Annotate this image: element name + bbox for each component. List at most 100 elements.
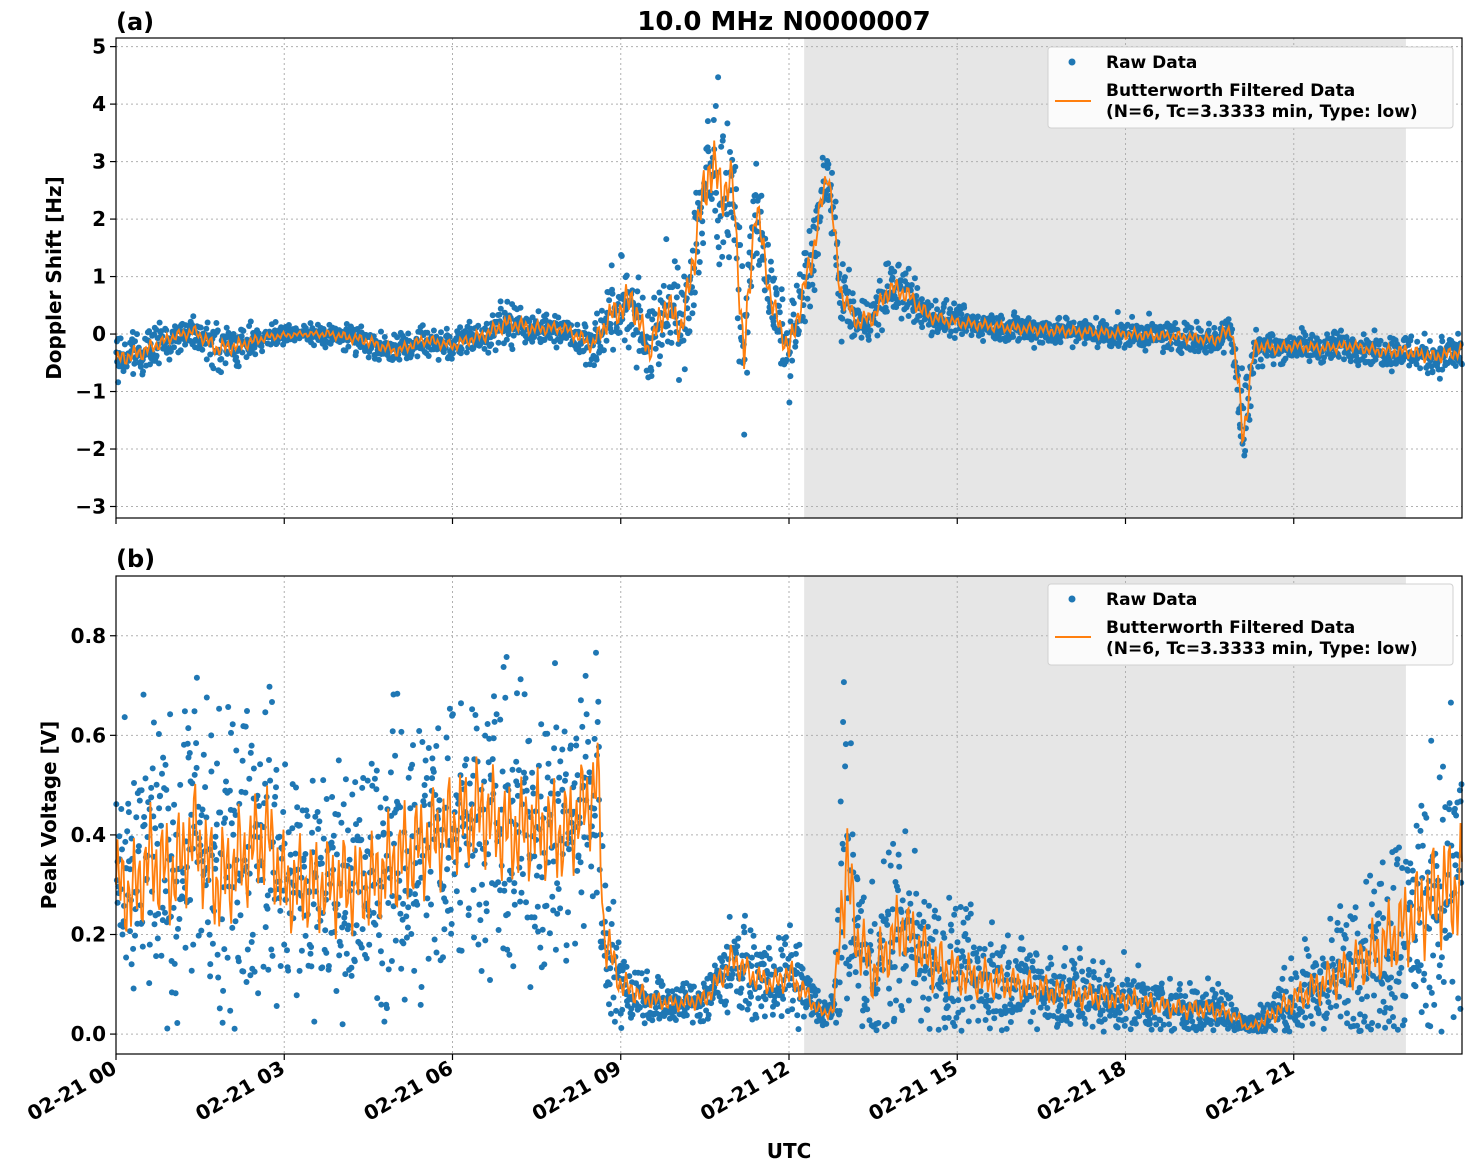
raw-data-point <box>708 196 715 202</box>
raw-data-point <box>117 335 124 342</box>
raw-data-point <box>802 250 809 256</box>
raw-data-point <box>1127 1026 1134 1033</box>
raw-data-point <box>1168 346 1175 353</box>
raw-data-point <box>947 921 954 928</box>
raw-data-point <box>171 801 178 808</box>
raw-data-point <box>719 137 726 144</box>
raw-data-point <box>1003 1025 1010 1032</box>
raw-data-point <box>221 946 228 953</box>
raw-data-point <box>132 338 138 345</box>
raw-data-point <box>269 952 276 959</box>
raw-data-point <box>153 781 160 788</box>
raw-data-point <box>863 997 870 1004</box>
raw-data-point <box>744 369 751 376</box>
raw-data-point <box>914 285 921 291</box>
raw-data-point <box>1039 339 1046 346</box>
raw-data-point <box>951 335 958 341</box>
raw-data-point <box>753 250 760 257</box>
raw-data-point <box>896 977 903 984</box>
raw-data-point <box>778 286 785 293</box>
raw-data-point <box>953 1014 960 1021</box>
raw-data-point <box>710 117 717 123</box>
raw-data-point <box>404 924 411 931</box>
raw-data-point <box>1071 960 1078 967</box>
raw-data-point <box>592 320 599 326</box>
raw-data-point <box>203 694 210 701</box>
raw-data-point <box>499 768 506 775</box>
raw-data-point <box>659 982 666 988</box>
raw-data-point <box>882 916 889 923</box>
raw-data-point <box>529 338 536 345</box>
raw-data-point <box>150 719 157 726</box>
raw-data-point <box>429 775 436 782</box>
raw-data-point <box>660 282 667 289</box>
raw-data-point <box>768 267 775 274</box>
raw-data-point <box>825 161 832 168</box>
raw-data-point <box>758 1003 765 1010</box>
raw-data-point <box>736 224 743 231</box>
raw-data-point <box>608 262 615 269</box>
raw-data-point <box>953 947 960 954</box>
raw-data-point <box>968 332 975 339</box>
raw-data-point <box>175 925 181 932</box>
raw-data-point <box>559 746 566 753</box>
raw-data-point <box>523 899 529 906</box>
raw-data-point <box>1269 332 1276 339</box>
raw-data-point <box>409 761 416 768</box>
raw-data-point <box>739 263 746 270</box>
raw-data-point <box>555 790 561 797</box>
raw-data-point <box>874 986 881 993</box>
raw-data-point <box>668 339 675 346</box>
raw-data-point <box>1160 1021 1167 1028</box>
raw-data-point <box>132 932 138 939</box>
raw-data-point <box>473 725 480 732</box>
raw-data-point <box>414 901 421 908</box>
raw-data-point <box>240 327 247 334</box>
raw-data-point <box>904 281 911 288</box>
raw-data-point <box>1060 974 1067 981</box>
raw-data-point <box>1004 971 1011 978</box>
raw-data-point <box>846 266 852 273</box>
raw-data-point <box>232 918 239 925</box>
raw-data-point <box>424 329 431 336</box>
raw-data-point <box>492 347 499 354</box>
legend-filtered-label-1: Butterworth Filtered Data <box>1106 81 1355 101</box>
raw-data-point <box>470 345 477 352</box>
raw-data-point <box>841 274 848 281</box>
raw-data-point <box>193 764 200 771</box>
raw-data-point <box>1089 1023 1096 1030</box>
raw-data-point <box>970 944 977 951</box>
raw-data-point <box>790 311 797 318</box>
raw-data-point <box>951 300 958 307</box>
raw-data-point <box>311 342 317 349</box>
raw-data-point <box>396 356 403 363</box>
raw-data-point <box>281 941 288 948</box>
raw-data-point <box>618 1025 625 1031</box>
raw-data-point <box>561 728 568 735</box>
raw-data-point <box>955 997 962 1004</box>
raw-data-point <box>606 297 613 304</box>
raw-data-point <box>552 946 559 953</box>
raw-data-point <box>448 921 455 927</box>
raw-data-point <box>421 782 428 788</box>
raw-data-point <box>346 856 353 863</box>
raw-data-point <box>444 866 451 873</box>
raw-data-point <box>359 784 366 791</box>
raw-data-point <box>172 990 179 997</box>
raw-data-point <box>233 747 240 754</box>
raw-data-point <box>648 367 655 374</box>
raw-data-point <box>895 851 902 858</box>
raw-data-point <box>605 906 612 912</box>
raw-data-point <box>148 784 155 791</box>
raw-data-point <box>376 932 382 939</box>
raw-data-point <box>1205 975 1211 982</box>
raw-data-point <box>1132 1020 1139 1027</box>
raw-data-point <box>707 160 714 167</box>
legend-filtered-label-2: (N=6, Tc=3.3333 min, Type: low) <box>1106 102 1418 122</box>
raw-data-point <box>1106 967 1113 974</box>
raw-data-point <box>664 322 671 329</box>
raw-data-point <box>440 954 446 961</box>
raw-data-point <box>122 838 129 845</box>
raw-data-point <box>787 373 794 380</box>
raw-data-point <box>961 304 968 311</box>
